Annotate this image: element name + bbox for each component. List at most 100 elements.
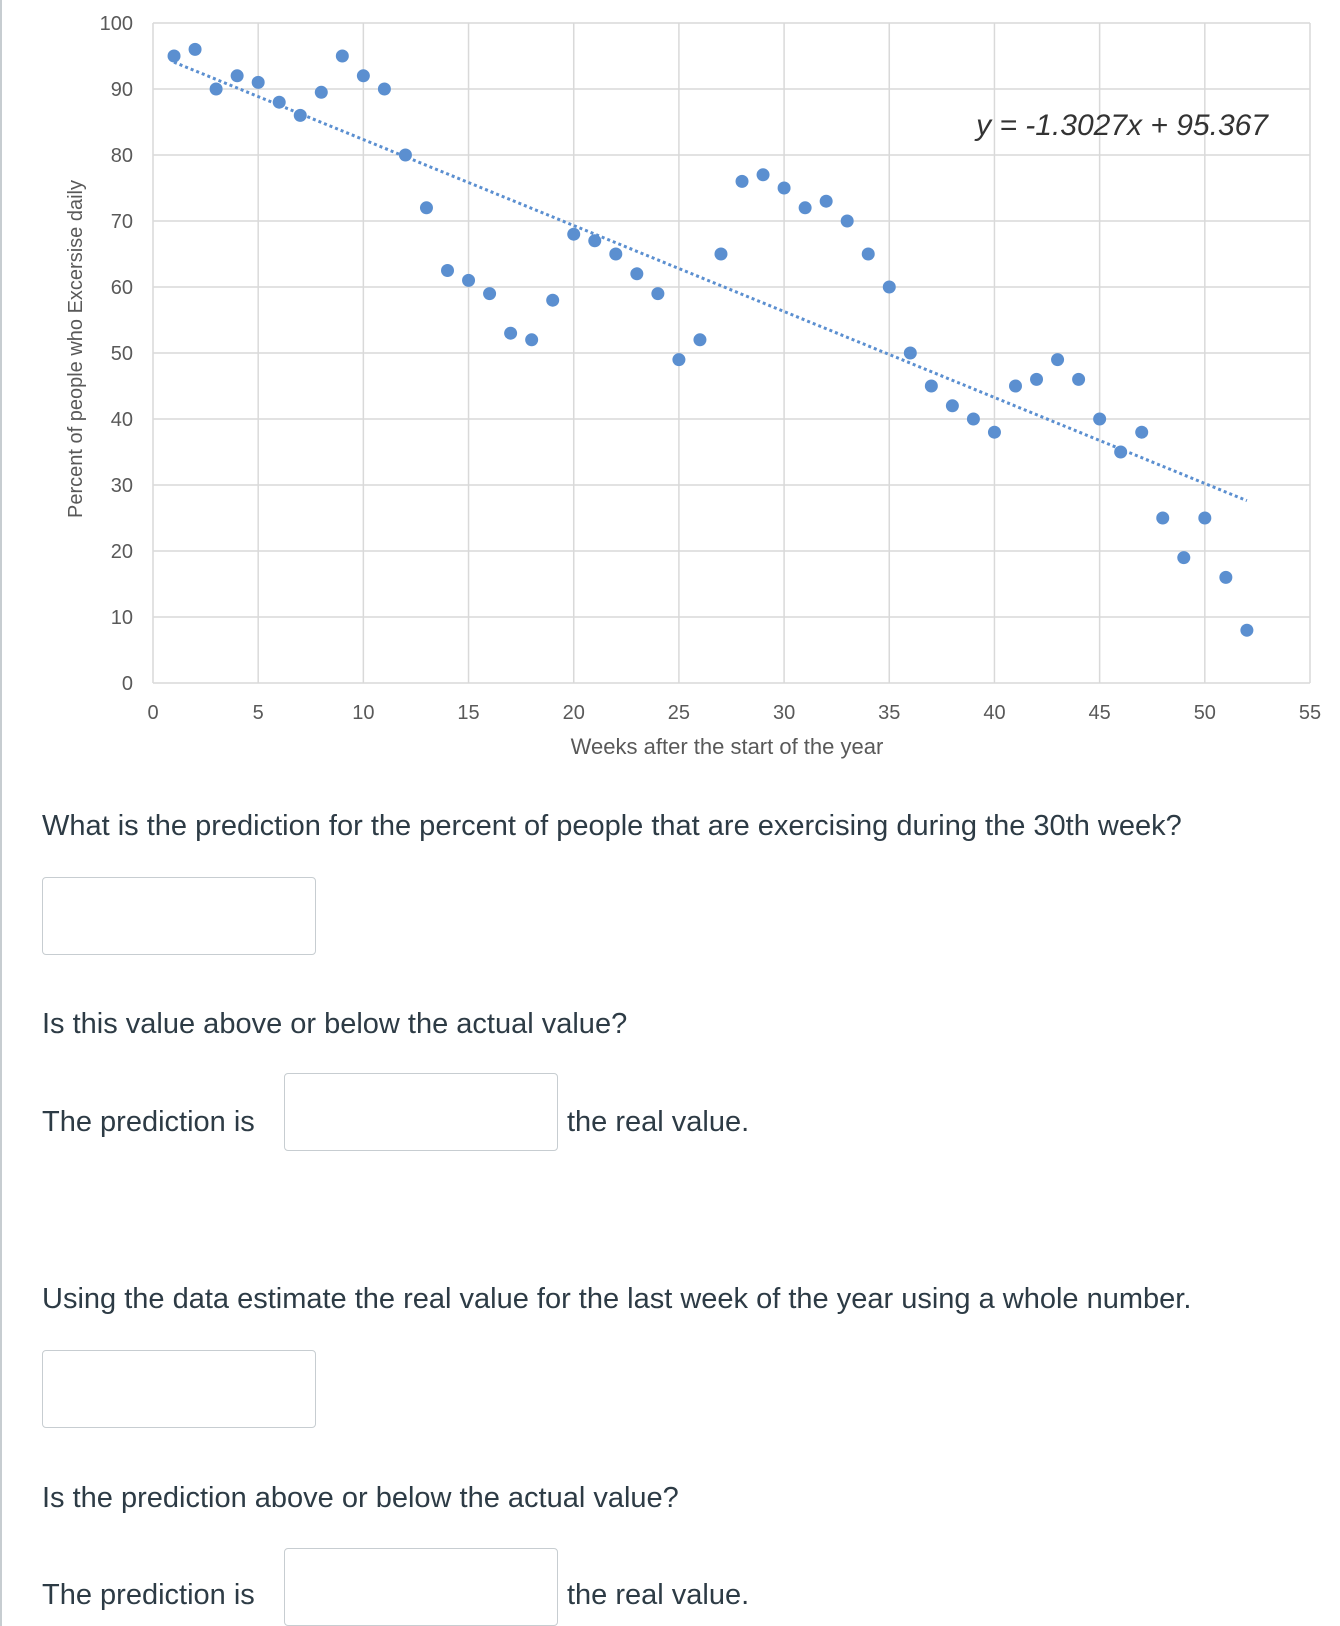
data-point [588, 234, 602, 248]
data-point [356, 69, 370, 83]
x-tick-label: 45 [1089, 702, 1111, 724]
data-point [230, 69, 244, 83]
data-point [525, 333, 539, 347]
y-tick-label: 50 [111, 343, 133, 365]
data-point [1135, 425, 1149, 439]
data-point [1240, 623, 1254, 637]
data-point [462, 273, 476, 287]
y-tick-label: 100 [100, 13, 133, 35]
data-point [188, 42, 202, 56]
data-point [903, 346, 917, 360]
y-tick-label: 70 [111, 211, 133, 233]
data-point [651, 287, 665, 301]
data-point [1072, 372, 1086, 386]
answer-3-input[interactable] [43, 1351, 315, 1427]
x-tick-label: 10 [352, 702, 374, 724]
trendline [173, 60, 1248, 503]
y-tick-label: 10 [111, 607, 133, 629]
data-point [987, 425, 1001, 439]
data-point [735, 174, 749, 188]
data-point [441, 264, 455, 277]
x-tick-label: 25 [668, 702, 690, 724]
data-point [272, 95, 286, 109]
answer-1-input[interactable] [43, 878, 315, 954]
data-point [377, 82, 391, 96]
data-point [882, 280, 896, 294]
y-tick-label: 0 [122, 673, 133, 695]
question-4-text: Is the prediction above or below the act… [42, 1482, 679, 1514]
data-point [335, 49, 349, 63]
data-point [777, 181, 791, 195]
data-point [924, 379, 938, 393]
page-left-border [0, 0, 2, 1626]
data-point [819, 194, 833, 208]
question-2-suffix: the real value. [567, 1106, 750, 1138]
question-2-text: Is this value above or below the actual … [42, 1008, 628, 1040]
y-axis-title: Percent of people who Excersise daily [65, 180, 87, 518]
y-tick-label: 60 [111, 277, 133, 299]
y-tick-label: 20 [111, 541, 133, 563]
data-point [630, 267, 644, 281]
answer-3-box[interactable] [42, 1350, 316, 1428]
data-point [861, 247, 875, 261]
x-tick-label: 5 [253, 702, 264, 724]
question-3-text: Using the data estimate the real value f… [42, 1283, 1192, 1315]
data-point [1093, 412, 1107, 426]
x-axis-title: Weeks after the start of the year [571, 734, 884, 759]
data-point [609, 247, 623, 261]
question-4-suffix: the real value. [567, 1579, 750, 1611]
answer-2-input[interactable] [285, 1074, 557, 1150]
x-tick-label: 0 [147, 702, 158, 724]
y-tick-label: 30 [111, 475, 133, 497]
data-point [567, 227, 581, 241]
y-tick-label: 40 [111, 409, 133, 431]
x-tick-label: 55 [1299, 702, 1321, 724]
answer-2-box[interactable] [284, 1073, 558, 1151]
data-point [1198, 511, 1212, 525]
data-point [756, 168, 770, 182]
data-point [714, 247, 728, 261]
scatter-chart: 0 10 20 30 40 50 60 70 80 90 100 0 5 10 15 20 25 30 35 40 45… [65, 13, 1322, 759]
x-tick-label: 15 [457, 702, 479, 724]
data-point [314, 85, 328, 99]
grid-layer [152, 22, 1311, 684]
data-point [945, 399, 959, 413]
x-tick-label: 30 [773, 702, 795, 724]
question-1-text: What is the prediction for the percent o… [42, 810, 1182, 842]
x-tick-label: 20 [563, 702, 585, 724]
data-point [1051, 353, 1065, 367]
data-point [1177, 551, 1191, 565]
data-point [1008, 379, 1022, 393]
question-2-prefix: The prediction is [42, 1106, 255, 1138]
x-tick-label: 50 [1194, 702, 1216, 724]
x-tick-label: 40 [983, 702, 1005, 724]
data-point [483, 287, 497, 301]
data-point [504, 326, 518, 340]
data-point [693, 333, 707, 347]
answer-4-input[interactable] [285, 1549, 557, 1625]
data-point [798, 201, 812, 215]
y-tick-label: 80 [111, 145, 133, 167]
data-point [672, 353, 686, 367]
data-point [398, 148, 412, 162]
data-point [1030, 372, 1044, 386]
y-tick-label: 90 [111, 79, 133, 101]
data-point [251, 75, 265, 89]
points-layer [167, 42, 1254, 637]
data-point [966, 412, 980, 426]
trendline-equation: y = -1.3027x + 95.367 [974, 109, 1269, 142]
data-point [1156, 511, 1170, 525]
answer-4-box[interactable] [284, 1548, 558, 1626]
data-point [209, 82, 223, 96]
trendline-layer [173, 60, 1248, 503]
data-point [546, 293, 560, 307]
x-tick-label: 35 [878, 702, 900, 724]
question-4-prefix: The prediction is [42, 1579, 255, 1611]
data-point [840, 214, 854, 228]
data-point [167, 49, 181, 63]
data-point [293, 108, 307, 122]
answer-1-box[interactable] [42, 877, 316, 955]
data-point [1114, 445, 1128, 459]
axis-layer: 0 10 20 30 40 50 60 70 80 90 100 0 5 10 15 20 25 30 35 40 45… [100, 13, 1322, 724]
data-point [419, 201, 433, 215]
